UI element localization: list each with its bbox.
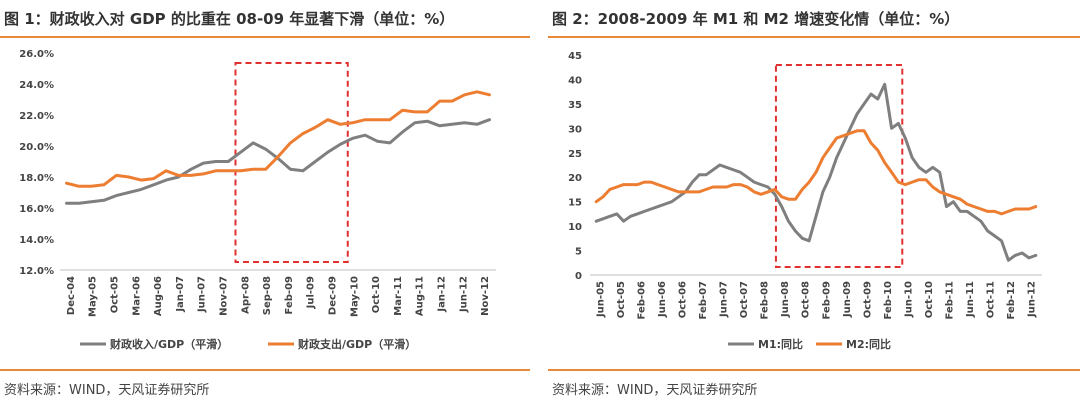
series-line-1 (594, 82, 1038, 262)
x-tick-label: May-05 (88, 276, 99, 317)
x-tick-label: Dec-09 (328, 276, 339, 315)
x-tick-label: Mar-06 (131, 276, 142, 316)
series-line-1 (65, 118, 491, 205)
x-tick-label: Mar-11 (393, 276, 404, 316)
x-tick-label: Jun-06 (657, 281, 668, 318)
y-tick-label: 10 (568, 222, 582, 233)
x-tick-label: Feb-08 (760, 281, 771, 319)
x-tick-label: Apr-08 (240, 276, 251, 314)
x-tick-label: Sep-08 (262, 276, 273, 315)
x-tick-label: Feb-10 (883, 281, 894, 319)
x-tick-label: Oct-08 (801, 281, 812, 318)
y-tick-label: 18.0% (19, 173, 54, 184)
chart-title: 图 2：2008-2009 年 M1 和 M2 增速变化情（单位：%） (552, 10, 960, 28)
source-note: 资料来源：WIND，天风证券研究所 (552, 383, 758, 398)
x-tick-label: Oct-09 (862, 281, 873, 318)
x-tick-label: Oct-11 (986, 281, 997, 318)
series-line-2 (594, 129, 1038, 216)
x-tick-label: Jan-07 (175, 276, 186, 313)
x-tick-label: Jan-12 (437, 276, 448, 313)
x-tick-label: Jun-11 (965, 281, 976, 318)
x-tick-label: Jun-07 (719, 281, 730, 318)
x-tick-label: Jun-08 (780, 281, 791, 318)
money-chart-svg: 0 5 10 15 20 25 30 35 40 45 Jun-05 Oct-05 Feb-06 Jun-… (568, 51, 1042, 351)
x-tick-label: Oct-05 (616, 281, 627, 318)
x-tick-label: Nov-12 (480, 276, 491, 316)
chart-panel-money: 图 2：2008-2009 年 M1 和 M2 增速变化情（单位：%） 0 5 10… (548, 0, 1080, 401)
x-tick-label: Dec-04 (66, 276, 77, 315)
title-rule (0, 36, 530, 38)
x-tick-label: May-10 (349, 276, 360, 317)
y-tick-label: 14.0% (19, 235, 54, 246)
y-tick-label: 20 (568, 173, 582, 184)
x-tick-label: Feb-06 (636, 281, 647, 319)
y-tick-label: 15 (568, 198, 582, 209)
x-tick-label: Jun-09 (842, 281, 853, 318)
series-line-2 (65, 90, 491, 188)
x-tick-label: Aug-11 (415, 276, 426, 316)
title-rule (548, 36, 1080, 38)
x-tick-label: Jun-10 (903, 281, 914, 318)
x-tick-label: Feb-07 (698, 281, 709, 319)
legend-label: M1:同比 (758, 337, 803, 351)
y-tick-label: 40 (568, 75, 582, 86)
y-tick-label: 0 (575, 271, 582, 282)
y-tick-label: 35 (568, 100, 582, 111)
x-tick-label: Feb-09 (284, 276, 295, 314)
x-tick-label: Jul-09 (306, 276, 317, 309)
y-tick-label: 12.0% (19, 266, 54, 277)
source-rule (548, 369, 1080, 371)
x-tick-label: Oct-10 (924, 281, 935, 318)
chart-panel-fiscal: 图 1：财政收入对 GDP 的比重在 08-09 年显著下滑（单位：%） 12.… (0, 0, 530, 401)
x-tick-label: Feb-11 (945, 281, 956, 319)
highlight-box (234, 62, 349, 263)
x-tick-label: Oct-10 (371, 276, 382, 313)
y-tick-label: 20.0% (19, 142, 54, 153)
y-tick-label: 45 (568, 51, 582, 62)
source-rule (0, 369, 530, 371)
x-tick-label: Oct-05 (110, 276, 121, 313)
x-tick-label: Oct-06 (677, 281, 688, 318)
fiscal-chart-svg: 12.0% 14.0% 16.0% 18.0% 20.0% 22.0% 24.0% 26.0%… (19, 49, 496, 351)
y-tick-label: 16.0% (19, 204, 54, 215)
y-tick-label: 25 (568, 149, 582, 160)
x-tick-label: Jun-05 (595, 281, 606, 318)
x-tick-label: Feb-12 (1006, 281, 1017, 319)
legend-label: 财政支出/GDP（平滑） (297, 337, 416, 351)
x-tick-label: Oct-07 (739, 281, 750, 318)
chart-title: 图 1：财政收入对 GDP 的比重在 08-09 年显著下滑（单位：%） (4, 10, 455, 28)
y-tick-label: 5 (575, 247, 582, 258)
legend-label: 财政收入/GDP（平滑） (109, 337, 228, 351)
highlight-box (774, 64, 904, 268)
y-tick-label: 30 (568, 124, 582, 135)
x-tick-label: Jun-07 (197, 276, 208, 313)
legend-label: M2:同比 (846, 337, 891, 351)
y-tick-label: 24.0% (19, 80, 54, 91)
x-tick-label: Jun-12 (1027, 281, 1038, 318)
x-tick-label: Nov-07 (219, 276, 230, 316)
x-tick-label: Jun-12 (458, 276, 469, 313)
y-tick-label: 22.0% (19, 111, 54, 122)
x-tick-label: Feb-09 (821, 281, 832, 319)
x-tick-label: Aug-06 (153, 276, 164, 316)
source-note: 资料来源：WIND，天风证券研究所 (4, 383, 210, 398)
y-tick-label: 26.0% (19, 49, 54, 60)
